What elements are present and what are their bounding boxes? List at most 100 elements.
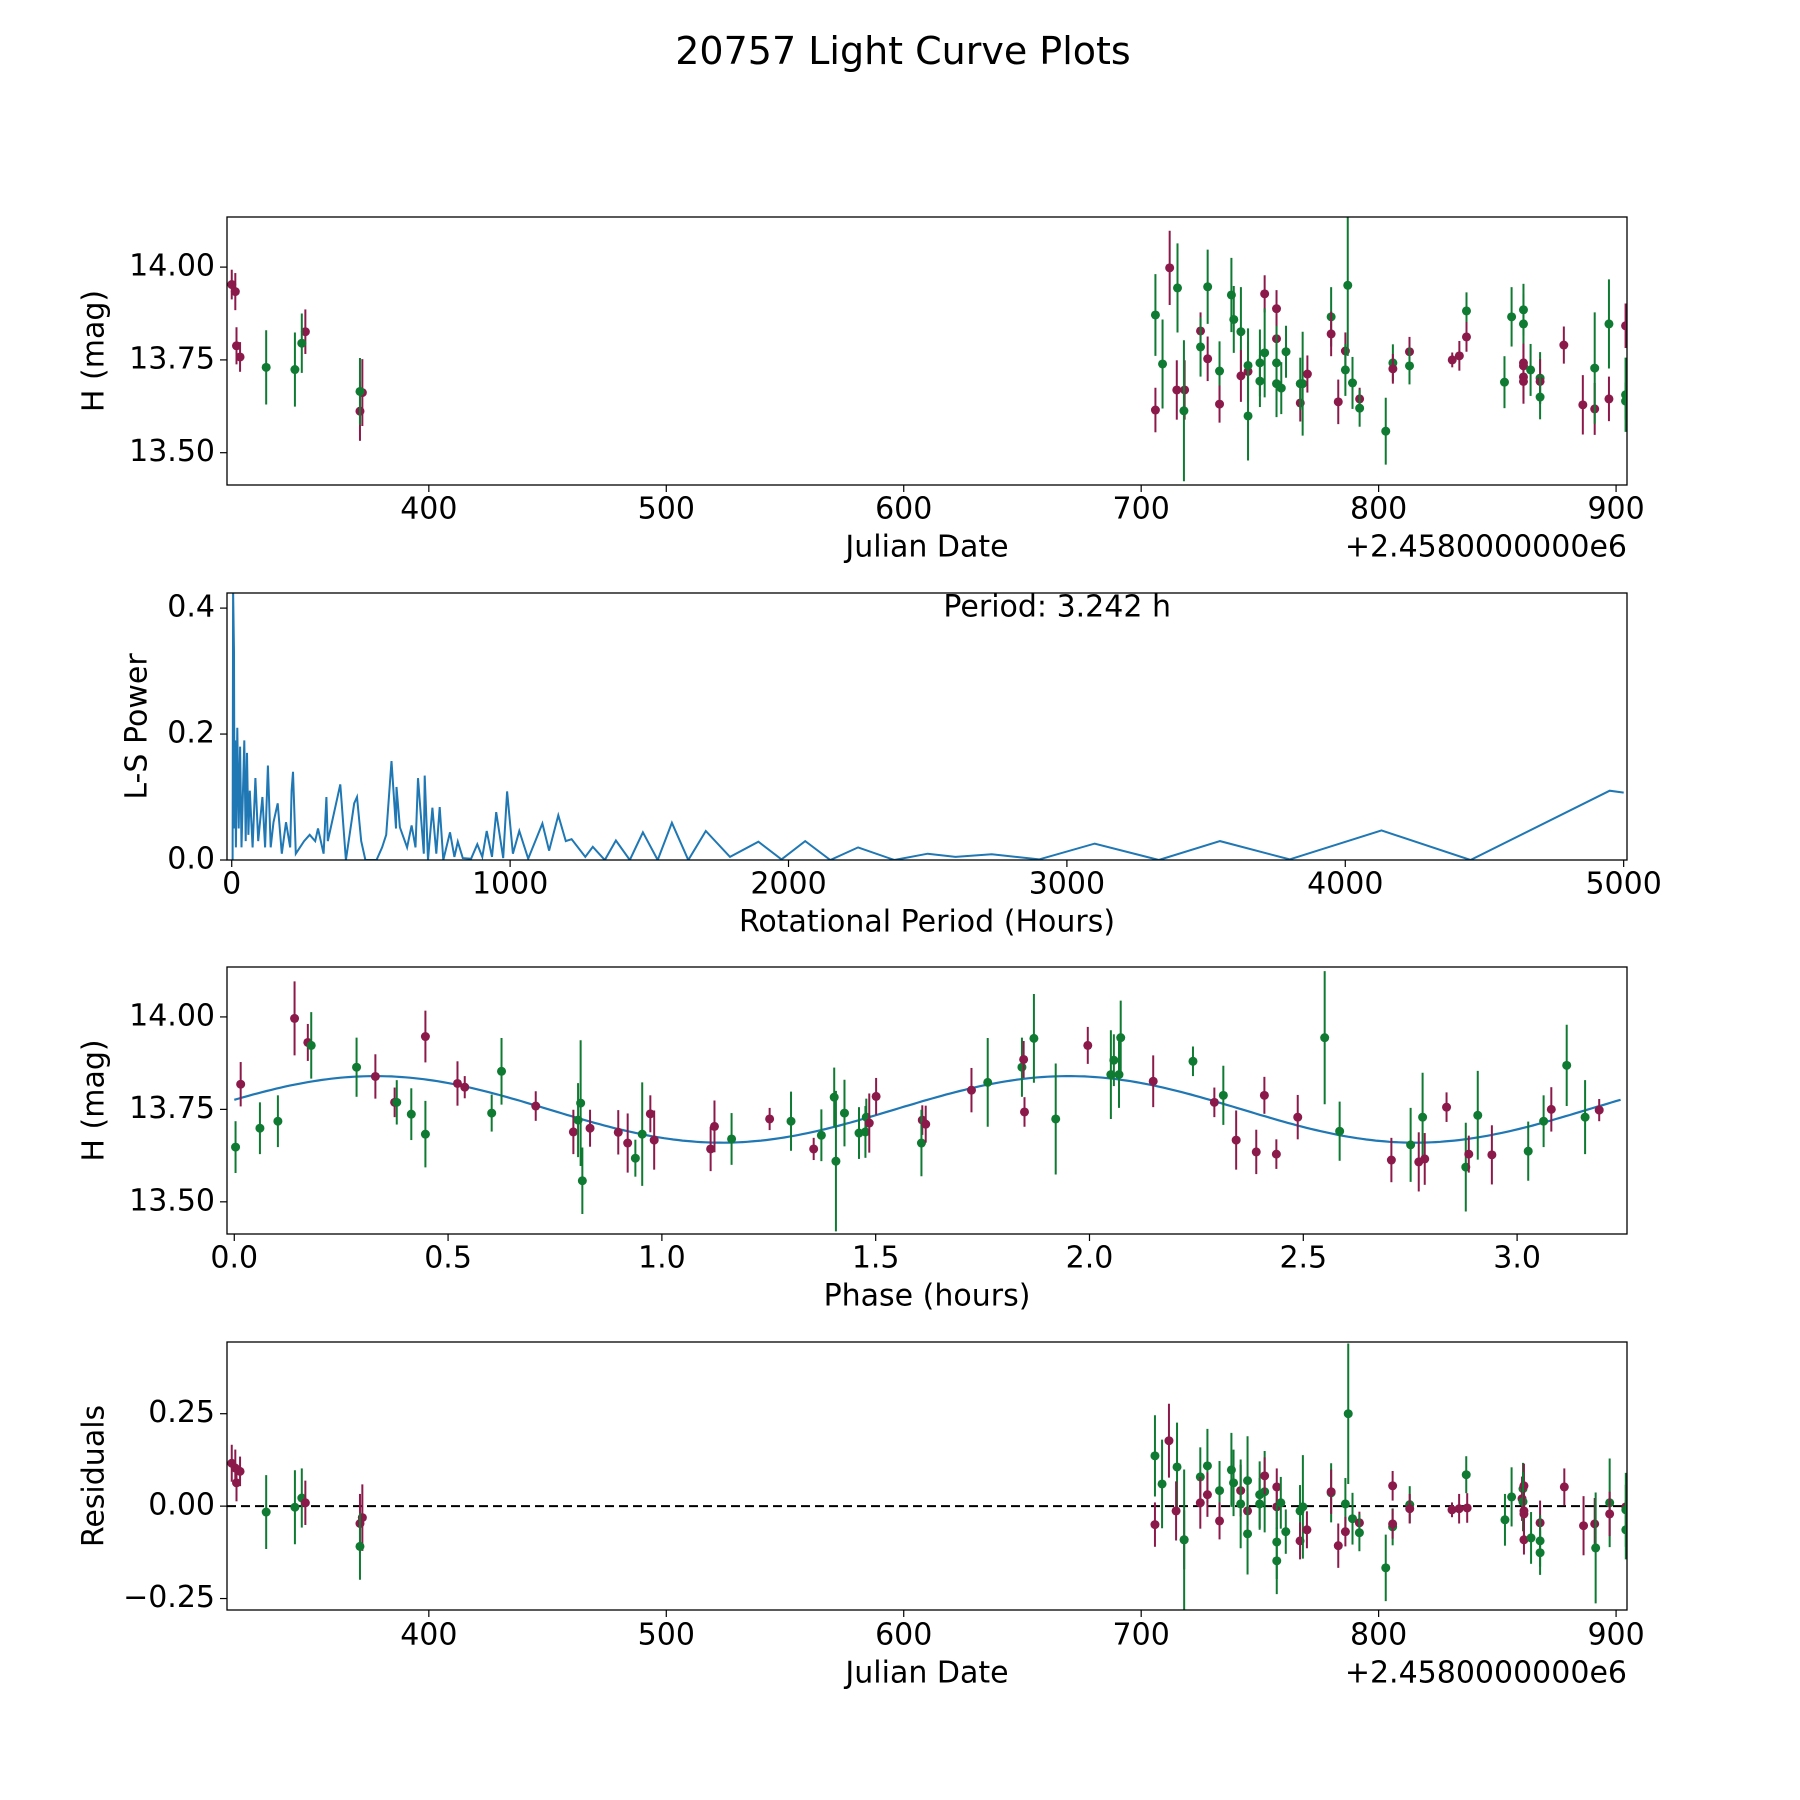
data-marker [1165, 263, 1175, 273]
data-point-maroon [1487, 1125, 1497, 1185]
data-point-maroon [1594, 1099, 1604, 1122]
data-point-maroon [1579, 1496, 1589, 1556]
data-marker [1188, 1056, 1198, 1066]
data-marker [1218, 1090, 1228, 1100]
data-point-maroon [1164, 1403, 1174, 1478]
data-point-maroon [613, 1110, 623, 1155]
data-marker [1255, 376, 1265, 386]
data-point-green [1276, 1476, 1286, 1529]
data-marker [786, 1116, 796, 1126]
data-point-green [576, 1040, 586, 1166]
data-point-green [1150, 274, 1160, 356]
data-point-maroon [1236, 349, 1246, 402]
data-point-green [1621, 1500, 1627, 1560]
data-marker [1519, 1509, 1529, 1519]
data-point-maroon [568, 1109, 578, 1155]
x-tick-label: 3.0 [1493, 1241, 1541, 1276]
data-point-green [1355, 389, 1365, 427]
data-marker [706, 1144, 716, 1154]
data-point-green [630, 1139, 640, 1177]
data-point-green [420, 1100, 430, 1168]
data-point-green [231, 1121, 241, 1173]
y-tick-label: 14.00 [129, 249, 215, 284]
data-marker [831, 1156, 841, 1166]
data-marker [1404, 361, 1414, 371]
data-marker [1114, 1070, 1124, 1080]
data-point-maroon [1271, 1139, 1281, 1169]
data-marker [420, 1032, 430, 1042]
data-point-maroon [236, 1062, 246, 1107]
data-marker [1418, 1112, 1428, 1122]
data-marker [1340, 1499, 1350, 1509]
data-point-green [306, 1012, 316, 1079]
data-point-maroon [1546, 1087, 1556, 1132]
data-point-green [1348, 356, 1358, 409]
data-marker [1388, 364, 1398, 374]
data-point-maroon [1148, 1055, 1158, 1108]
data-marker [637, 1129, 647, 1139]
data-point-green [1418, 1072, 1428, 1162]
data-marker [460, 1082, 470, 1092]
data-marker [809, 1144, 819, 1154]
y-axis-label: H (mag) [77, 290, 112, 412]
data-point-green [1404, 347, 1414, 385]
data-marker [1202, 1490, 1212, 1500]
data-point-green [406, 1088, 416, 1141]
data-point-maroon [1578, 375, 1588, 435]
data-point-green [1591, 1492, 1601, 1604]
data-marker [370, 1071, 380, 1081]
data-marker [236, 1079, 246, 1089]
data-marker [1236, 1499, 1246, 1509]
data-marker [1354, 1528, 1364, 1538]
data-point-green [1243, 371, 1253, 461]
data-marker [1335, 1126, 1345, 1136]
data-point-green [1354, 1514, 1364, 1552]
data-marker [1462, 1503, 1472, 1513]
data-point-maroon [1519, 1524, 1529, 1555]
data-marker [645, 1109, 655, 1119]
data-marker [1559, 340, 1569, 350]
data-point-green [1272, 1527, 1282, 1595]
data-marker [1442, 1102, 1452, 1112]
data-marker [1171, 1506, 1181, 1516]
data-marker [1381, 1563, 1391, 1573]
data-marker [231, 1142, 241, 1152]
data-marker [1590, 363, 1600, 373]
data-marker [1604, 394, 1614, 404]
data-marker [1579, 1521, 1589, 1531]
y-tick-label: 0.0 [167, 842, 215, 877]
data-marker [497, 1066, 507, 1076]
data-point-green [1260, 308, 1270, 398]
period-annotation: Period: 3.242 h [943, 590, 1171, 625]
x-axis-label: Julian Date [843, 530, 1008, 565]
data-marker [420, 1129, 430, 1139]
data-point-green [261, 1475, 271, 1550]
data-marker [352, 1062, 362, 1072]
data-point-green [1236, 1459, 1246, 1549]
data-point-maroon [1464, 1135, 1474, 1173]
data-point-maroon [1326, 311, 1336, 357]
data-point-green [1218, 1065, 1228, 1125]
data-point-maroon [706, 1126, 716, 1172]
data-marker [273, 1116, 283, 1126]
data-marker [1029, 1033, 1039, 1043]
y-tick-label: 13.75 [129, 1091, 215, 1126]
data-point-maroon [765, 1107, 775, 1131]
x-tick-label: 1.0 [638, 1241, 686, 1276]
data-marker [1473, 1110, 1483, 1120]
data-point-green [1203, 249, 1213, 324]
data-marker [1293, 1112, 1303, 1122]
data-marker [1236, 327, 1246, 337]
data-marker [1302, 369, 1312, 379]
data-marker [1578, 400, 1588, 410]
data-point-maroon [531, 1091, 541, 1121]
x-tick-label: 700 [1113, 492, 1170, 527]
data-point-maroon [1215, 385, 1225, 423]
data-point-green [829, 1067, 839, 1127]
data-marker [290, 1013, 300, 1023]
data-point-maroon [1559, 1468, 1569, 1506]
data-point-green [1179, 340, 1189, 482]
data-point-green [1188, 1046, 1198, 1077]
data-marker [839, 1108, 849, 1118]
data-point-green [727, 1113, 737, 1165]
